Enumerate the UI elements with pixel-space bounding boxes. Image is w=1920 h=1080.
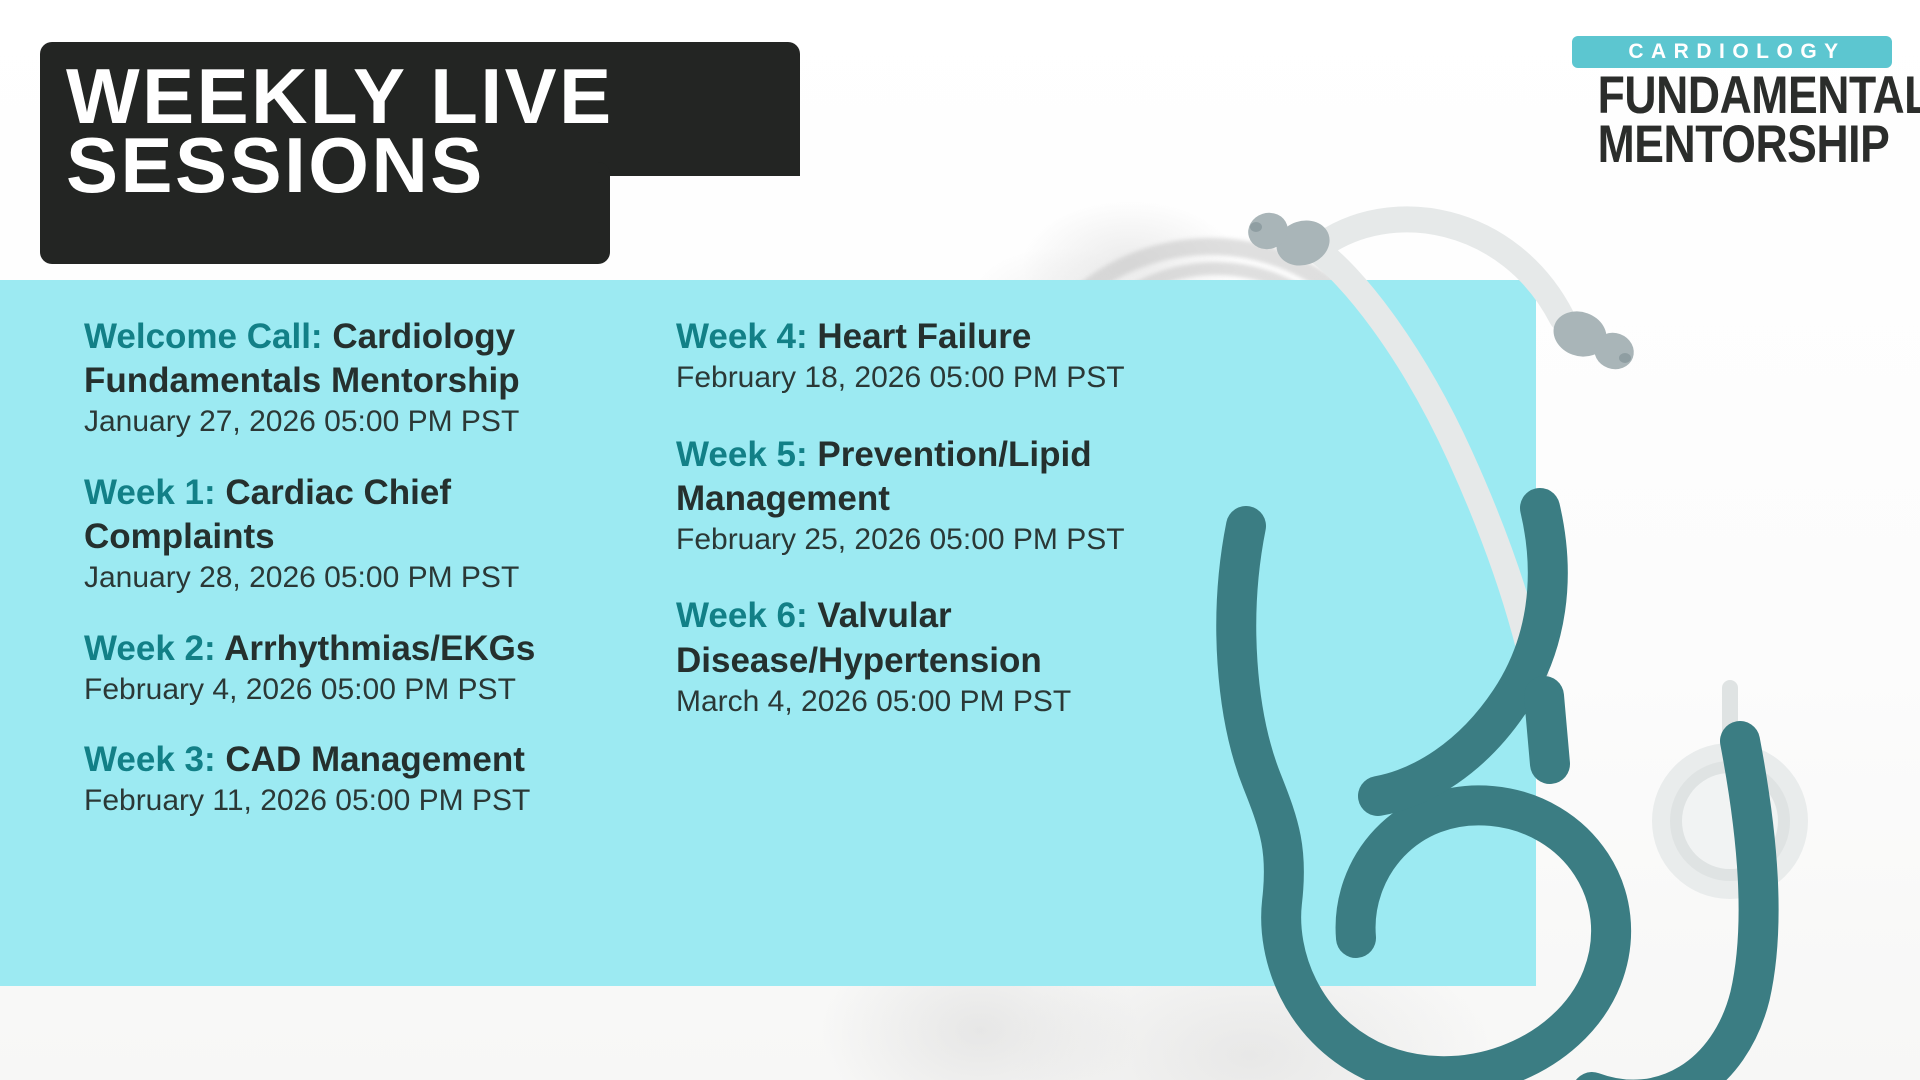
background-stethoscope-arc (760, 1022, 1280, 1080)
brand-logo: CARDIOLOGY FUNDAMENTALS MENTORSHIP (1572, 36, 1920, 174)
session-label: Week 4: (676, 317, 808, 356)
session-label: Week 5: (676, 434, 808, 474)
session-topic: CAD Management (225, 740, 525, 780)
session-label: Welcome Call: (84, 317, 323, 356)
session-date: February 11, 2026 05:00 PM PST (84, 784, 531, 818)
title-block-joint (40, 142, 600, 182)
title-block-upper (40, 42, 800, 176)
background-stethoscope-arc (700, 1000, 1320, 1080)
session-heading: Week 1: Cardiac Chief Complaints (84, 471, 650, 559)
session-item: Week 6: Valvular Disease/Hypertension Ma… (676, 594, 1270, 720)
session-heading: Week 3: CAD Management (84, 738, 650, 782)
session-column-right: Week 4: Heart Failure February 18, 2026 … (650, 280, 1270, 986)
session-label: Week 6: (676, 596, 808, 636)
session-date: February 4, 2026 05:00 PM PST (84, 672, 516, 706)
page-title-block: WEEKLY LIVE SESSIONS (40, 42, 800, 264)
session-heading: Week 5: Prevention/Lipid Management (676, 433, 1270, 521)
session-date: February 25, 2026 05:00 PM PST (676, 522, 1125, 556)
session-heading: Welcome Call: Cardiology Fundamentals Me… (84, 315, 650, 403)
session-heading: Week 6: Valvular Disease/Hypertension (676, 594, 1270, 682)
session-schedule: Welcome Call: Cardiology Fundamentals Me… (0, 280, 1536, 986)
session-item: Week 2: Arrhythmias/EKGs February 4, 202… (84, 627, 650, 709)
session-item: Week 3: CAD Management February 11, 2026… (84, 738, 650, 820)
session-heading: Week 2: Arrhythmias/EKGs (84, 627, 650, 671)
session-column-left: Welcome Call: Cardiology Fundamentals Me… (0, 280, 650, 986)
earpiece-right (1553, 311, 1634, 370)
session-label: Week 1: (84, 472, 216, 512)
chestpiece (1652, 743, 1808, 899)
logo-line-fundamentals: FUNDAMENTALS (1597, 66, 1920, 125)
session-label: Week 2: (84, 628, 216, 668)
session-date: March 4, 2026 05:00 PM PST (676, 684, 1072, 718)
session-item: Week 5: Prevention/Lipid Management Febr… (676, 433, 1270, 559)
earpiece-left (1248, 212, 1330, 266)
session-date: January 28, 2026 05:00 PM PST (84, 560, 520, 594)
logo-line-mentorship: MENTORSHIP (1597, 114, 1890, 174)
session-topic: Heart Failure (817, 317, 1032, 356)
session-item: Week 1: Cardiac Chief Complaints January… (84, 471, 650, 597)
page-title: WEEKLY LIVE SESSIONS (66, 52, 614, 209)
session-date: January 27, 2026 05:00 PM PST (84, 405, 520, 439)
session-date: February 18, 2026 05:00 PM PST (676, 361, 1125, 395)
session-topic: Arrhythmias/EKGs (224, 628, 536, 668)
session-label: Week 3: (84, 740, 216, 780)
session-item: Week 4: Heart Failure February 18, 2026 … (676, 315, 1270, 397)
session-heading: Week 4: Heart Failure (676, 315, 1270, 359)
title-block-lower (40, 162, 610, 264)
session-item: Welcome Call: Cardiology Fundamentals Me… (84, 315, 650, 441)
logo-pill-cardiology: CARDIOLOGY (1572, 36, 1892, 68)
